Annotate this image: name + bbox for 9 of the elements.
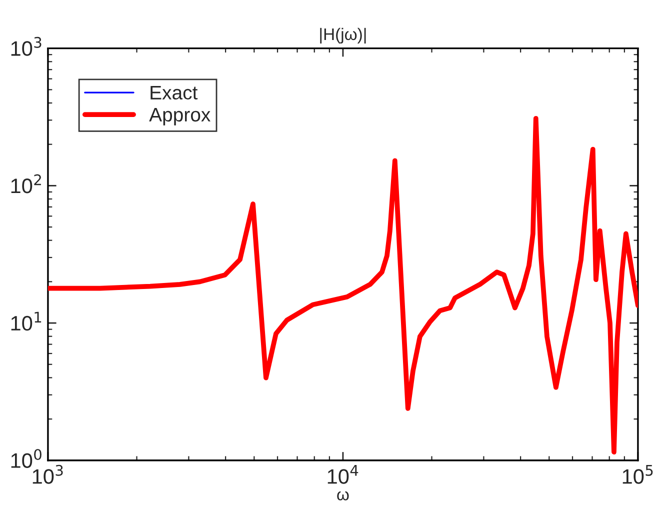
y-tick-label: 10$^{1}$ xyxy=(11,312,42,331)
chart-title: |H(jω)| xyxy=(320,28,366,44)
legend-label: Approx xyxy=(149,108,210,126)
y-tick-label: 10$^{2}$ xyxy=(11,174,41,194)
x-tick-label: 10$^{5}$ xyxy=(622,465,653,484)
x-axis-title: ω xyxy=(337,491,349,500)
x-tick-label: 10$^{4}$ xyxy=(328,465,358,484)
y-tick-label: 10$^{3}$ xyxy=(11,36,42,56)
legend-label: Exact xyxy=(150,86,198,100)
